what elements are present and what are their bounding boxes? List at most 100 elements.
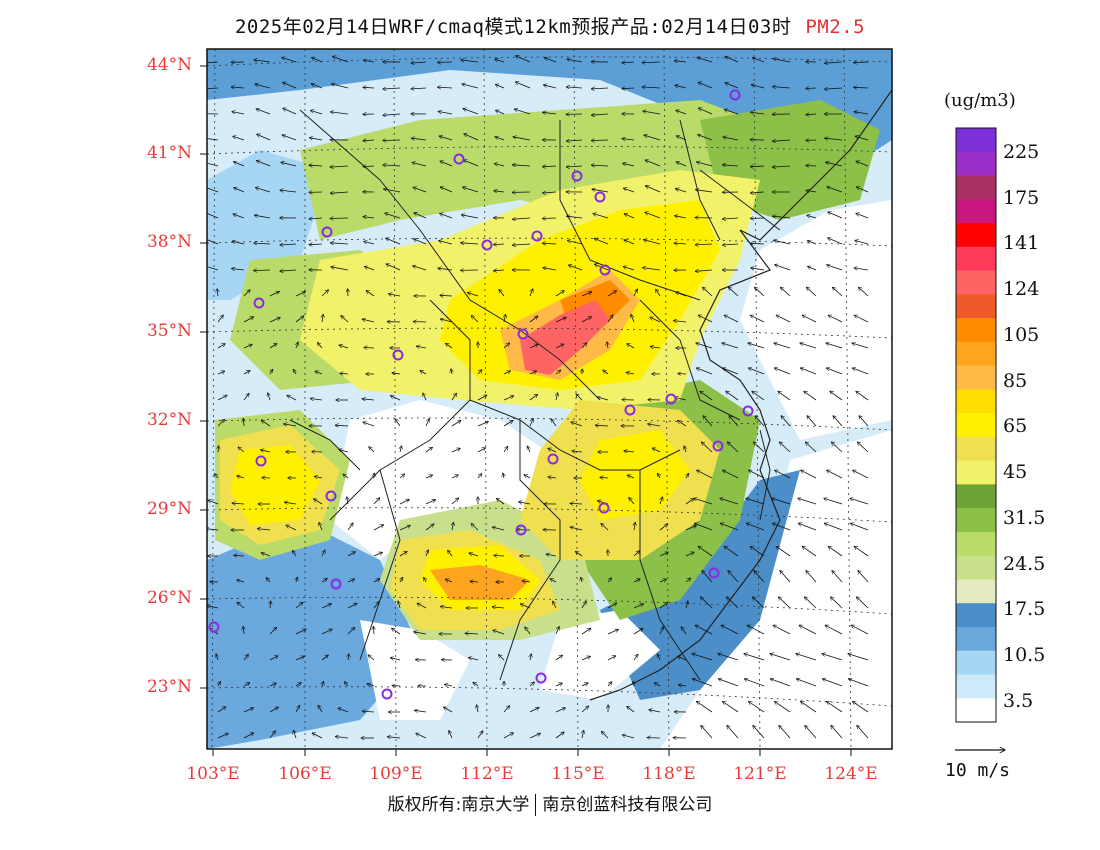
- legend-band: [956, 341, 996, 366]
- wind-arrow: [825, 62, 843, 63]
- wind-arrow: [311, 84, 323, 89]
- wind-arrow: [529, 344, 538, 349]
- wind-arrow: [673, 321, 687, 322]
- wind-arrow: [675, 216, 687, 219]
- wind-arrow: [597, 397, 609, 401]
- legend-band: [956, 460, 996, 485]
- wind-arrow: [750, 243, 765, 244]
- wind-arrow: [383, 165, 401, 166]
- wind-arrow: [439, 241, 453, 245]
- wind-arrow: [750, 192, 765, 193]
- wind-arrow: [392, 373, 401, 374]
- wind-arrow: [751, 85, 765, 89]
- wind-arrow: [283, 108, 297, 115]
- city-marker: [599, 264, 611, 276]
- wind-arrow: [494, 164, 505, 167]
- wind-arrow: [798, 498, 817, 505]
- wind-arrow: [445, 579, 453, 582]
- wind-arrow: [330, 218, 349, 219]
- wind-arrow: [648, 424, 661, 426]
- wind-arrow: [824, 498, 843, 505]
- wind-arrow: [255, 84, 271, 89]
- wind-arrow: [321, 604, 332, 609]
- wind-arrow: [566, 87, 583, 88]
- coastline: [589, 89, 892, 701]
- legend-band: [956, 128, 996, 153]
- wind-arrow: [725, 57, 739, 63]
- wind-arrow: [775, 470, 791, 479]
- wind-arrow: [746, 523, 765, 531]
- wind-arrow: [772, 87, 791, 88]
- wind-arrow: [365, 267, 375, 271]
- wind-arrow: [451, 475, 458, 479]
- wind-arrow: [461, 60, 479, 63]
- wind-arrow: [678, 685, 687, 686]
- title-text: 2025年02月14日WRF/cmaq模式12km预报产品:02月14日03时: [234, 16, 792, 38]
- wind-arrow: [330, 243, 349, 244]
- wind-arrow: [697, 701, 713, 713]
- wind-arrow: [622, 139, 635, 140]
- wind-arrow: [555, 317, 566, 323]
- wind-arrow: [685, 578, 691, 583]
- wind-arrow: [723, 470, 739, 479]
- wind-arrow: [753, 442, 765, 453]
- wind-arrow: [233, 214, 245, 219]
- wind-arrow: [807, 241, 817, 245]
- wind-arrow: [622, 735, 635, 739]
- wind-arrow: [798, 523, 817, 531]
- wind-arrow: [548, 477, 557, 478]
- wind-arrow: [292, 550, 297, 557]
- wind-arrow: [581, 706, 589, 713]
- wind-arrow: [416, 733, 427, 739]
- wind-arrow: [516, 56, 531, 63]
- wind-arrow: [470, 581, 479, 582]
- wind-arrow: [726, 391, 739, 401]
- wind-arrow: [644, 135, 661, 141]
- legend-band: [956, 555, 996, 580]
- wind-arrow: [591, 88, 609, 89]
- wind-arrow: [856, 161, 869, 167]
- wind-arrow: [770, 654, 791, 661]
- wind-arrow: [696, 190, 713, 193]
- wind-arrow: [452, 522, 454, 531]
- wind-arrow: [440, 213, 453, 219]
- wind-arrow: [553, 601, 557, 609]
- wind-arrow: [233, 136, 245, 141]
- wind-arrow: [287, 395, 297, 401]
- wind-arrow: [311, 57, 323, 63]
- wind-arrow: [362, 399, 375, 400]
- lon-label-106: 106°E: [278, 764, 332, 784]
- legend-label-24-5: 24.5: [1003, 553, 1046, 575]
- wind-arrow: [270, 601, 271, 609]
- wind-arrow: [347, 603, 357, 609]
- wind-arrow: [207, 266, 219, 271]
- wind-arrow: [825, 88, 843, 89]
- wind-arrow: [581, 317, 592, 323]
- wind-arrow: [778, 391, 791, 401]
- wind-arrow: [280, 190, 297, 192]
- wind-arrow: [773, 59, 791, 63]
- wind-arrow: [399, 551, 407, 557]
- wind-arrow: [254, 270, 271, 271]
- wind-arrow: [697, 162, 713, 167]
- wind-arrow: [315, 371, 323, 374]
- wind-arrow: [750, 218, 765, 219]
- wind-arrow: [718, 679, 739, 687]
- wind-arrow: [822, 654, 843, 661]
- wind-arrow: [724, 110, 739, 115]
- wind-arrow: [529, 707, 539, 713]
- wind-arrow: [322, 550, 325, 557]
- wind-arrow: [722, 165, 739, 166]
- wind-arrow: [755, 416, 765, 427]
- wind-arrow: [237, 476, 245, 478]
- wind-arrow: [775, 265, 791, 271]
- wind-arrow: [802, 546, 817, 557]
- wind-arrow: [399, 499, 409, 505]
- wind-arrow: [828, 212, 843, 219]
- wind-arrow: [627, 344, 635, 349]
- wind-arrow: [493, 630, 505, 635]
- wind-arrow: [231, 87, 245, 88]
- wind-arrow: [331, 267, 349, 271]
- wind-arrow: [657, 473, 660, 479]
